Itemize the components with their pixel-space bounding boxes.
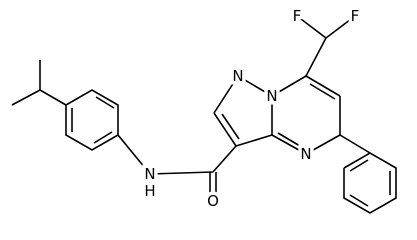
atom-label: H [144, 182, 155, 200]
atom-labels: F F N N N N H O [141, 4, 363, 214]
molecule-diagram: F F N N N N H O [11, 4, 397, 214]
atom-label: N [144, 165, 155, 183]
atom-label: N [232, 67, 243, 85]
atom-label: N [300, 145, 311, 163]
atom-label: N [266, 87, 277, 105]
atom-label: O [207, 192, 219, 210]
atom-label: F [351, 7, 360, 25]
bonds [11, 15, 397, 214]
atom-label: F [293, 7, 302, 25]
